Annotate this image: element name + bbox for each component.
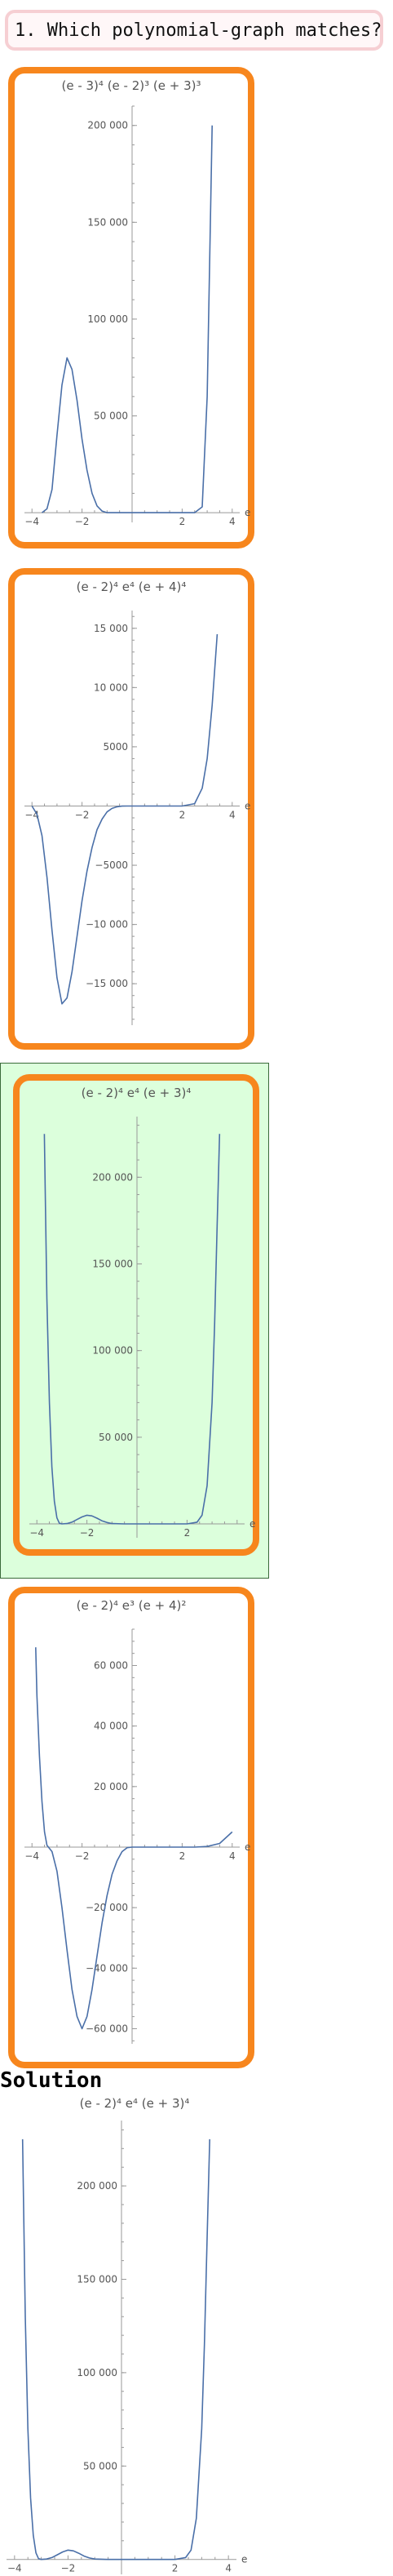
choice-3-plot: (e - 2)⁴ e⁴ (e + 3)⁴ −4 −2 2 200 000 150 000 1…	[29, 1086, 255, 1539]
y-tick-label: −15 000	[86, 978, 128, 989]
x-tick-label: −4	[24, 516, 39, 527]
y-tick-label: −20 000	[86, 1902, 128, 1913]
choice-4-plot: (e - 2)⁴ e³ (e + 4)² −4 −2 2 4 60 000 40 000 20…	[24, 1598, 250, 2044]
y-tick-label: 50 000	[94, 411, 128, 422]
axis-label: e	[245, 1841, 250, 1853]
y-tick-label: 150 000	[77, 2273, 117, 2285]
axis-label: e	[249, 1518, 255, 1530]
y-tick-label: 5000	[103, 741, 128, 753]
y-tick-label: −5000	[95, 859, 128, 871]
chart-title: (e - 2)⁴ e⁴ (e + 3)⁴	[80, 2096, 190, 2111]
x-tick-label: −2	[61, 2563, 76, 2574]
y-tick-label: 40 000	[94, 1721, 128, 1732]
y-tick-label: 50 000	[83, 2460, 117, 2472]
y-tick-label: 100 000	[77, 2367, 117, 2378]
y-tick-label: 100 000	[87, 313, 128, 325]
x-tick-label: −2	[75, 1850, 90, 1862]
x-tick-label: 2	[179, 809, 186, 820]
x-tick-label: 4	[229, 1850, 236, 1862]
x-tick-label: −4	[29, 1527, 44, 1539]
solution-plot-container: (e - 2)⁴ e⁴ (e + 3)⁴ −4 −2 2 4 200 000 150 000…	[0, 2091, 269, 2576]
series-line	[43, 1134, 221, 1525]
x-tick-label: −2	[80, 1527, 95, 1539]
question-label: 1. Which polynomial-graph matches?	[15, 20, 382, 41]
question-header: 1. Which polynomial-graph matches?	[5, 10, 383, 51]
x-tick-label: −4	[24, 1850, 39, 1862]
x-tick-label: −2	[75, 809, 90, 820]
y-tick-label: 20 000	[94, 1781, 128, 1792]
chart-title: (e - 2)⁴ e³ (e + 4)²	[77, 1598, 187, 1613]
choice-4-card[interactable]: (e - 2)⁴ e³ (e + 4)² −4 −2 2 4 60 000 40 000 20…	[8, 1587, 254, 2068]
x-tick-label: 4	[225, 2563, 232, 2574]
series-line	[35, 1647, 233, 2030]
x-tick-label: 2	[172, 2563, 179, 2574]
choice-1-card[interactable]: (e - 3)⁴ (e - 2)³ (e + 3)³ −4 −2 2 4 200 000 1…	[8, 67, 254, 549]
y-tick-label: 15 000	[94, 623, 128, 634]
choice-3-card[interactable]: (e - 2)⁴ e⁴ (e + 3)⁴ −4 −2 2 200 000 150 000 1…	[13, 1074, 259, 1556]
y-tick-label: 200 000	[77, 2180, 117, 2192]
x-tick-label: 4	[229, 516, 236, 527]
y-tick-label: 200 000	[87, 120, 128, 131]
choice-2-card[interactable]: (e - 2)⁴ e⁴ (e + 4)⁴ −4 −2 2 4 15 000 10 000 50…	[8, 568, 254, 1050]
axis-label: e	[241, 2554, 247, 2565]
choice-1-plot: (e - 3)⁴ (e - 2)³ (e + 3)³ −4 −2 2 4 200 000 1…	[24, 78, 250, 527]
y-tick-label: 100 000	[92, 1345, 133, 1357]
x-tick-label: −4	[7, 2563, 22, 2574]
y-tick-label: 60 000	[94, 1659, 128, 1671]
x-tick-label: 2	[179, 1850, 186, 1862]
x-tick-label: 2	[184, 1527, 191, 1539]
x-tick-label: −2	[75, 516, 90, 527]
y-tick-label: −40 000	[86, 1962, 128, 1974]
y-tick-label: 150 000	[92, 1258, 133, 1269]
axis-label: e	[245, 800, 250, 811]
solution-heading: Solution	[0, 2068, 103, 2093]
y-tick-label: −60 000	[86, 2023, 128, 2034]
series-line	[42, 125, 213, 513]
x-tick-label: 2	[179, 516, 186, 527]
axis-label: e	[245, 507, 250, 518]
y-tick-label: −10 000	[86, 919, 128, 930]
y-tick-label: 50 000	[99, 1432, 133, 1443]
x-tick-label: 4	[229, 809, 236, 820]
series-line	[21, 2139, 210, 2560]
chart-title: (e - 3)⁴ (e - 2)³ (e + 3)³	[61, 78, 201, 93]
chart-title: (e - 2)⁴ e⁴ (e + 3)⁴	[82, 1086, 192, 1100]
solution-plot: (e - 2)⁴ e⁴ (e + 3)⁴ −4 −2 2 4 200 000 150 000…	[7, 2096, 247, 2574]
y-tick-label: 200 000	[92, 1171, 133, 1183]
chart-title: (e - 2)⁴ e⁴ (e + 4)⁴	[77, 580, 187, 594]
y-tick-label: 150 000	[87, 216, 128, 228]
y-tick-label: 10 000	[94, 682, 128, 693]
series-line	[31, 633, 219, 1005]
